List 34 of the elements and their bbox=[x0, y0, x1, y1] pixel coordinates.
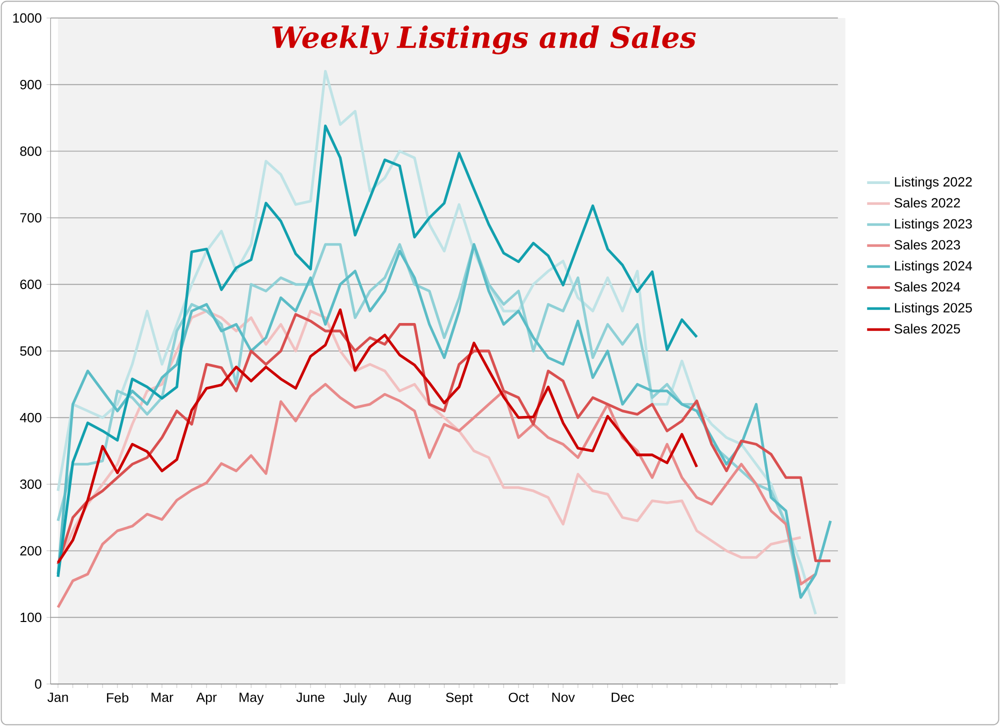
chart-title: Weekly Listings and Sales bbox=[272, 26, 696, 54]
y-tick-label: 600 bbox=[20, 280, 42, 290]
x-tick-label: Jan bbox=[47, 692, 68, 702]
y-tick-label: 200 bbox=[20, 546, 42, 556]
x-tick-label: Sept bbox=[446, 692, 473, 705]
legend-label: Sales 2024 bbox=[894, 282, 960, 292]
y-tick-label: 700 bbox=[20, 213, 42, 223]
legend-label: Sales 2025 bbox=[894, 324, 960, 334]
x-tick-label: Nov bbox=[552, 692, 575, 702]
y-tick-label: 300 bbox=[20, 479, 42, 489]
legend-label: Listings 2024 bbox=[894, 260, 972, 274]
y-tick-label: 400 bbox=[20, 412, 42, 422]
y-tick-label: 1000 bbox=[13, 13, 42, 23]
line-series bbox=[56, 124, 698, 578]
y-tick-label: 100 bbox=[20, 612, 42, 622]
x-tick-label: Dec bbox=[612, 692, 634, 702]
x-tick-label: Feb bbox=[107, 692, 128, 702]
y-tick-label: 900 bbox=[20, 80, 42, 90]
legend-label: Sales 2022 bbox=[894, 198, 960, 208]
x-tick-label: Aug bbox=[388, 692, 411, 705]
x-tick-label: Mar bbox=[152, 692, 174, 702]
line-series bbox=[56, 382, 817, 609]
legend-label: Sales 2023 bbox=[894, 240, 960, 250]
legend-label: Listings 2023 bbox=[894, 218, 972, 232]
legend-label: Listings 2025 bbox=[894, 302, 972, 316]
x-tick-label: Apr bbox=[196, 692, 217, 705]
legend-label: Listings 2022 bbox=[894, 176, 972, 190]
x-tick-label: July bbox=[343, 692, 367, 706]
y-tick-label: 0 bbox=[34, 679, 42, 689]
x-tick-label: June bbox=[296, 692, 324, 702]
y-tick-label: 800 bbox=[20, 146, 42, 156]
y-tick-label: 500 bbox=[20, 346, 42, 356]
x-tick-label: May bbox=[240, 692, 264, 705]
x-tick-label: Oct bbox=[508, 692, 529, 702]
